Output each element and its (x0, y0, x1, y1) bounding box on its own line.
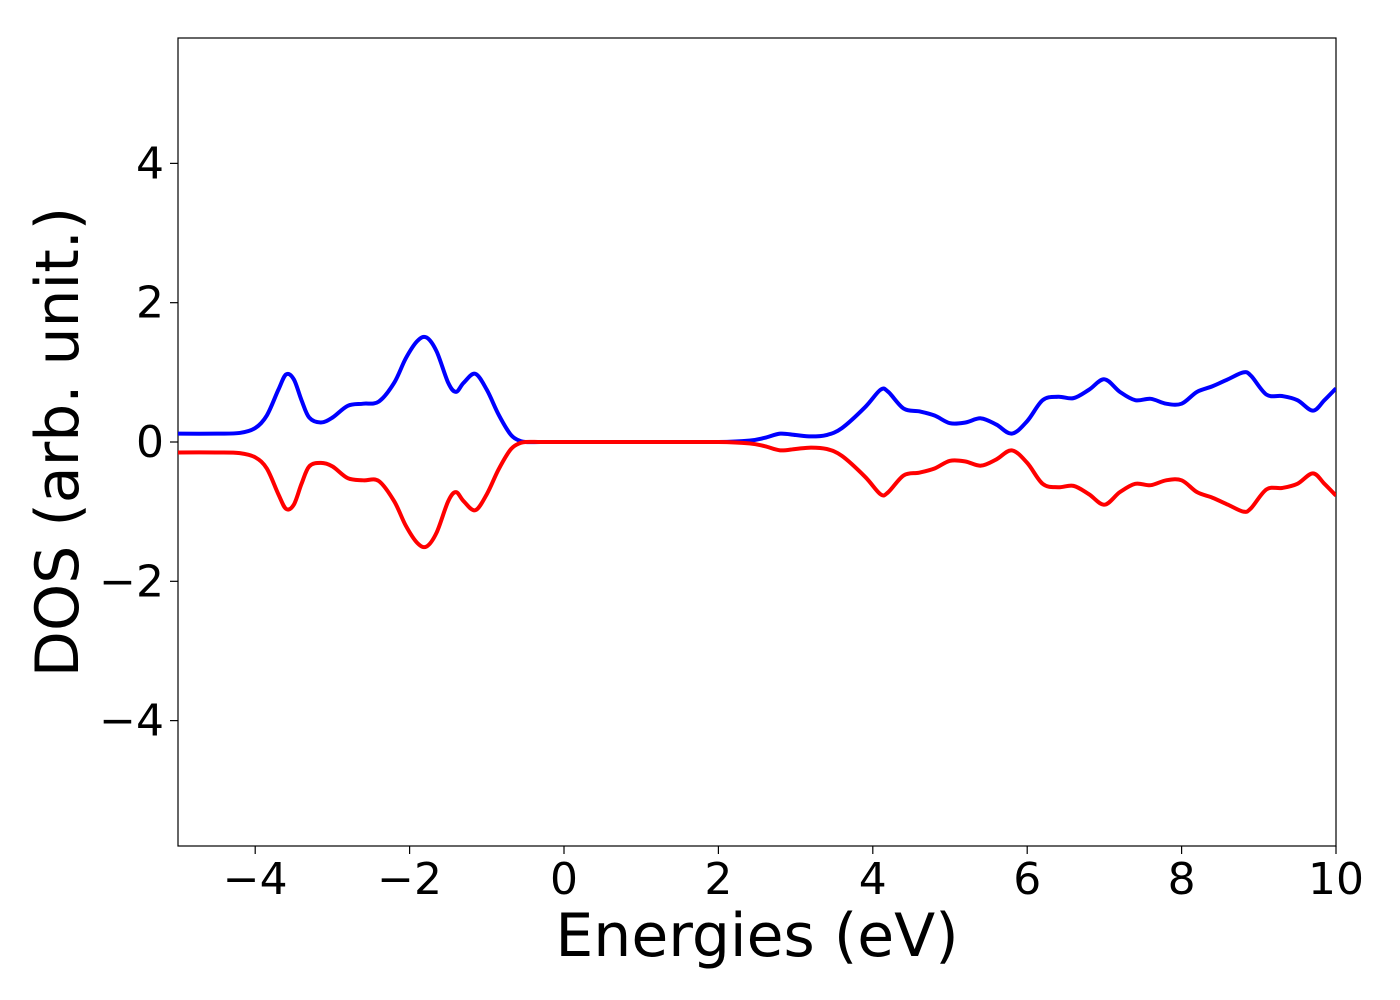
y-axis-label: DOS (arb. unit.) (23, 207, 93, 677)
y-axis-ticks: −4 −2 0 2 4 (99, 138, 178, 747)
x-tick-label: 4 (859, 854, 887, 905)
series-line-0 (178, 334, 1336, 445)
plot-frame (177, 37, 1337, 847)
y-tick-label: 4 (136, 138, 164, 189)
series-line-1 (178, 439, 1336, 550)
y-tick-label: −2 (99, 556, 164, 607)
x-axis-label: Energies (eV) (555, 901, 958, 971)
x-tick-label: 2 (704, 854, 732, 905)
y-tick-label: 2 (136, 278, 164, 329)
x-axis-ticks: −4 −2 0 2 4 6 8 10 (223, 846, 1364, 905)
series-layer (178, 334, 1336, 550)
x-tick-label: 10 (1308, 854, 1364, 905)
x-tick-label: −4 (223, 854, 288, 905)
x-tick-label: 6 (1013, 854, 1041, 905)
x-tick-label: 0 (550, 854, 578, 905)
x-tick-label: −2 (377, 854, 442, 905)
plot-area (177, 37, 1337, 847)
y-tick-label: −4 (99, 696, 164, 747)
x-tick-label: 8 (1168, 854, 1196, 905)
y-tick-label: 0 (136, 417, 164, 468)
